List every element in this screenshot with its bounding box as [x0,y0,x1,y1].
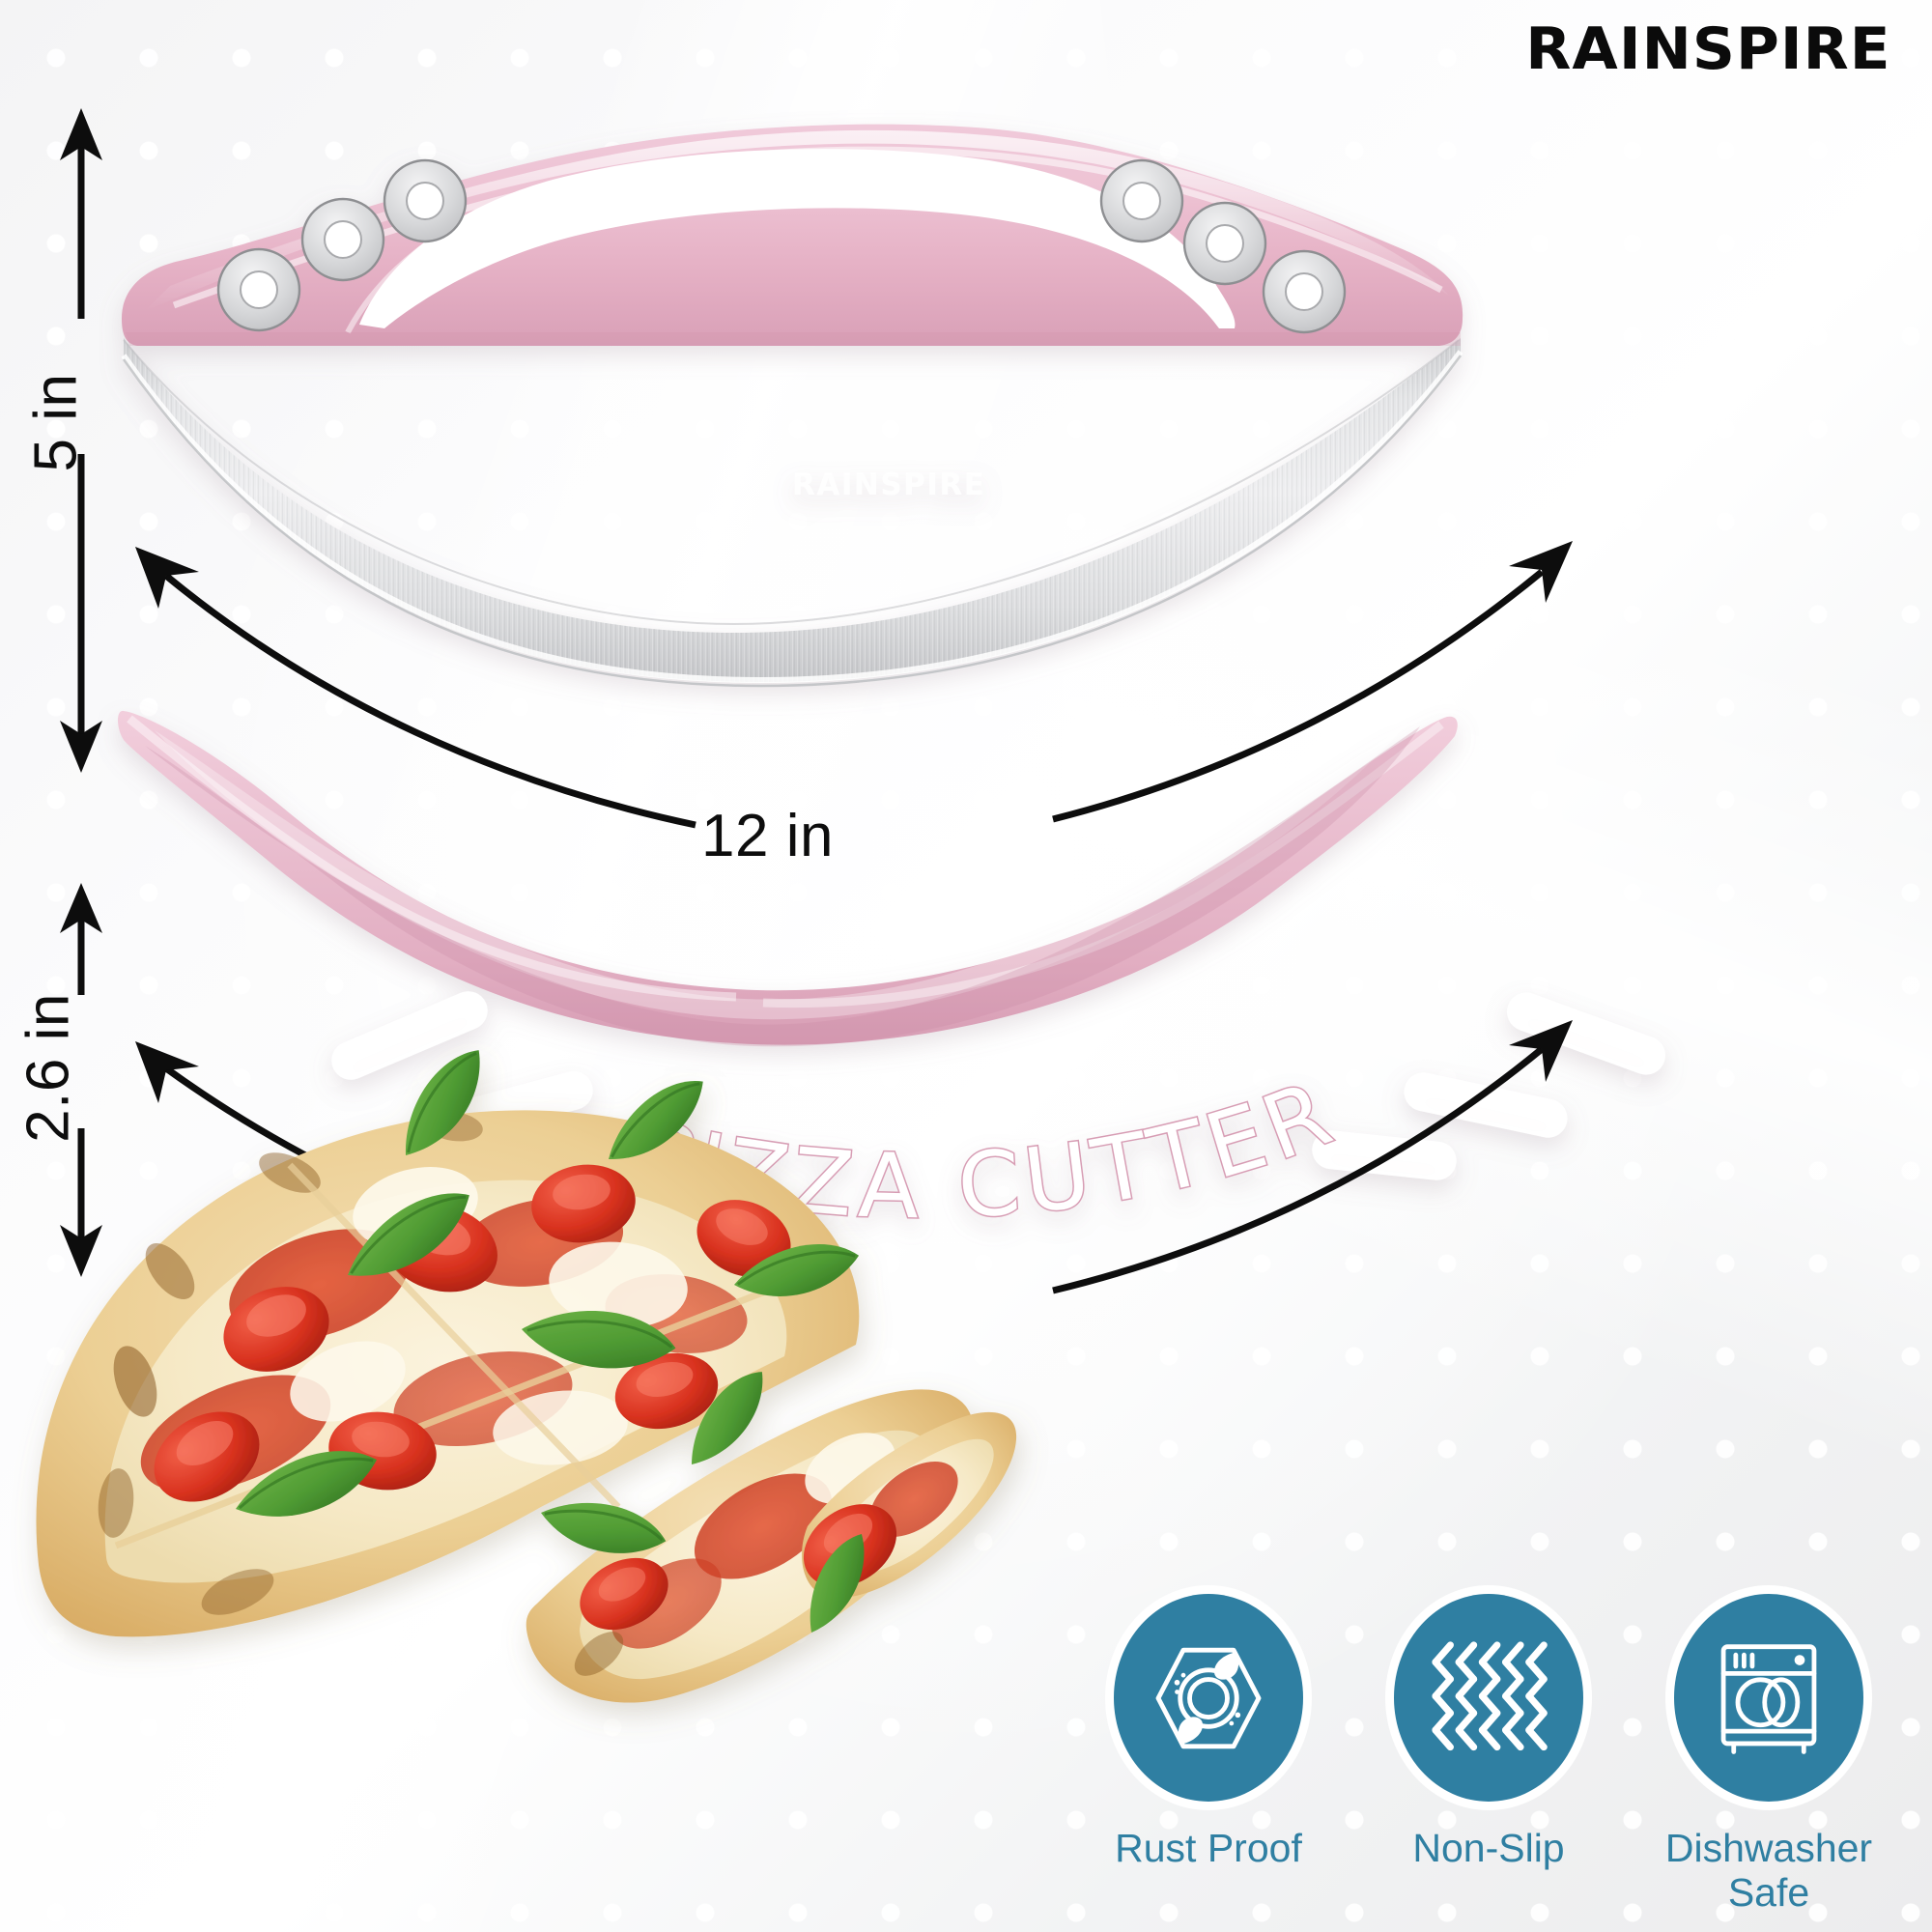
feature-dishwasher-safe[interactable]: Dishwasher Safe [1648,1594,1889,1916]
feature-rust-proof[interactable]: Rust Proof [1088,1594,1329,1871]
dimension-label-cutter-width: 12 in [701,803,834,869]
dimension-label-cutter-height: 5 in [22,373,90,472]
feature-label: Non-Slip [1412,1826,1565,1870]
non-slip-icon [1394,1594,1583,1802]
rust-proof-icon [1114,1594,1303,1802]
feature-label: Rust Proof [1115,1826,1302,1870]
dimension-label-sheath-height: 2.6 in [14,993,82,1143]
feature-non-slip[interactable]: Non-Slip [1368,1594,1609,1871]
brand-logo: RAINSPIRE [1525,15,1891,83]
feature-label: Dishwasher Safe [1664,1826,1873,1915]
dimension-label-sheath-width: 12 in [701,1272,834,1339]
dishwasher-safe-icon [1674,1594,1863,1802]
feature-badges: Rust Proof [1088,1594,1889,1916]
